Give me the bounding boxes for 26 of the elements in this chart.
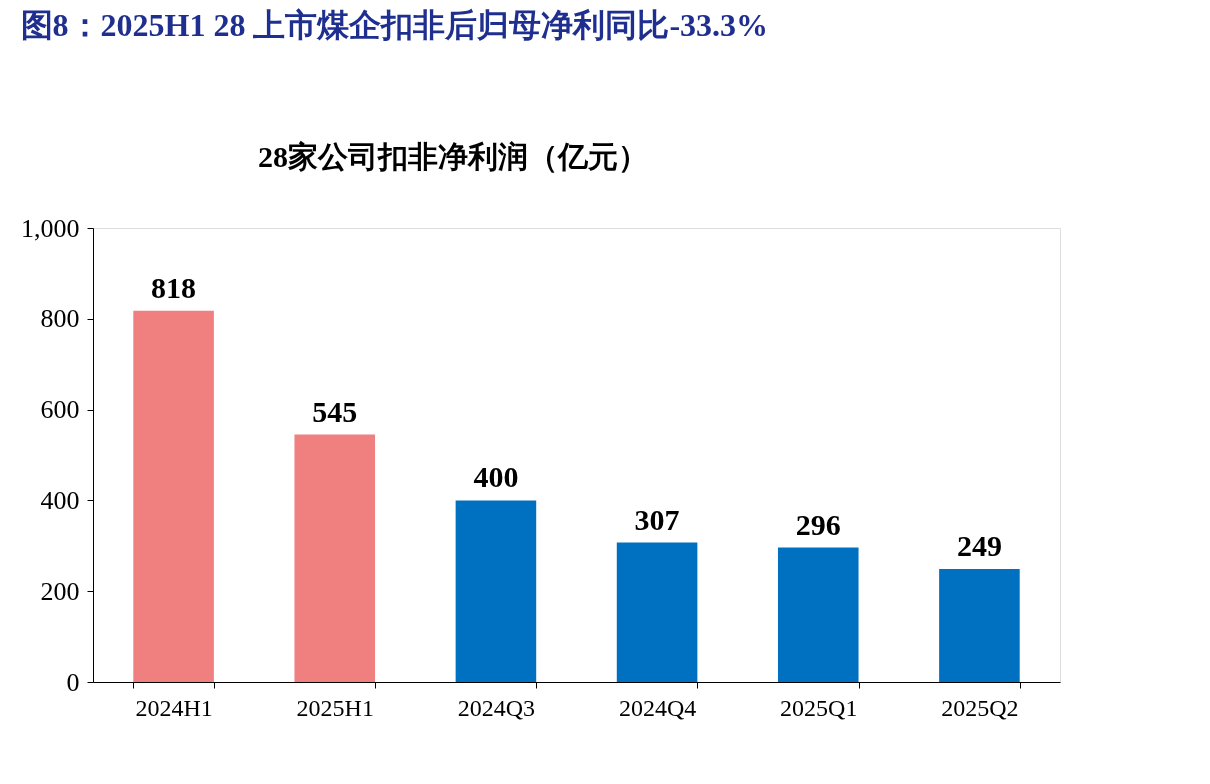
x-tick-label: 2024H1 <box>135 694 213 721</box>
y-tick-label: 1,000 <box>21 213 80 243</box>
data-label: 307 <box>634 502 680 536</box>
data-label: 400 <box>473 460 519 494</box>
y-tick-label: 0 <box>66 667 80 697</box>
y-tick-label: 800 <box>40 304 80 334</box>
x-tick-label: 2025Q2 <box>941 694 1019 721</box>
bar <box>455 500 537 682</box>
bar <box>616 542 698 682</box>
data-label: 296 <box>795 507 841 541</box>
x-tick-label: 2025Q1 <box>780 694 858 721</box>
x-tick-label: 2024Q3 <box>457 694 536 721</box>
y-tick-label: 200 <box>40 576 80 606</box>
y-tick-label: 600 <box>40 395 80 425</box>
data-label: 545 <box>312 394 358 428</box>
bar <box>294 434 376 682</box>
chart-subtitle: 28家公司扣非净利润（亿元） <box>258 140 648 173</box>
bar <box>133 310 214 682</box>
x-tick-label: 2024Q4 <box>618 694 697 721</box>
x-tick-label: 2025H1 <box>296 694 374 721</box>
chart-title: 图8：2025H1 28 上市煤企扣非后归母净利同比-33.3% <box>20 7 769 43</box>
bar <box>939 568 1020 682</box>
data-label: 818 <box>151 270 197 304</box>
bar <box>777 547 859 682</box>
y-tick-label: 400 <box>40 485 80 515</box>
data-label: 249 <box>956 528 1002 562</box>
